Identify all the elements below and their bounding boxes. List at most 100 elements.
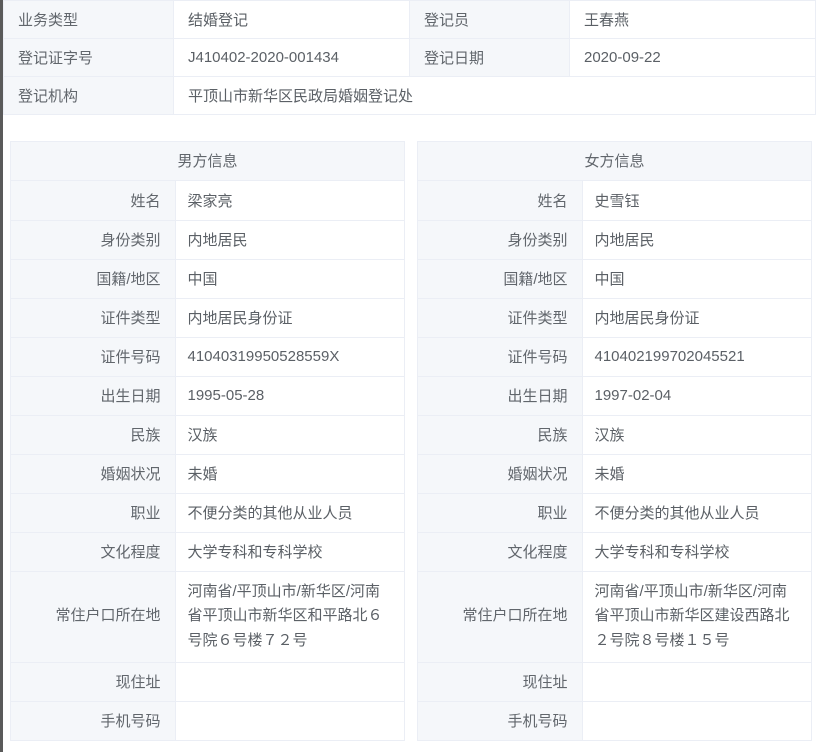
info-row-label: 手机号码 — [418, 700, 583, 741]
summary-value-registration-date: 2020-09-22 — [569, 38, 816, 77]
registration-summary-body: 业务类型 结婚登记 登记员 王春燕 登记证字号 J410402-2020-001… — [3, 0, 816, 115]
info-row: 现住址 — [11, 661, 404, 702]
info-row-value — [175, 700, 404, 741]
info-row: 证件号码 410402199702045521 — [418, 336, 811, 377]
male-info-table: 姓名 梁家亮 身份类别 内地居民 国籍/地区 中国 证件类型 内地居民身份证 证件号码 41040… — [11, 181, 404, 741]
info-row-label: 国籍/地区 — [11, 258, 176, 299]
info-row-value: 1995-05-28 — [175, 375, 404, 416]
info-row-value: 中国 — [582, 258, 811, 299]
info-row-value: 未婚 — [582, 453, 811, 494]
info-row-value: 中国 — [175, 258, 404, 299]
info-row-label: 常住户口所在地 — [11, 570, 176, 663]
info-row-value: 河南省/平顶山市/新华区/河南省平顶山市新华区建设西路北２号院８号楼１５号 — [582, 570, 811, 663]
registration-summary-table: 业务类型 结婚登记 登记员 王春燕 登记证字号 J410402-2020-001… — [3, 0, 816, 115]
info-row: 出生日期 1997-02-04 — [418, 375, 811, 416]
info-row-value: 410402199702045521 — [582, 336, 811, 377]
info-row-value: 1997-02-04 — [582, 375, 811, 416]
info-row-label: 证件号码 — [418, 336, 583, 377]
female-info-body: 姓名 史雪钰 身份类别 内地居民 国籍/地区 中国 证件类型 内地居民身份证 证件号码 41040… — [418, 181, 811, 741]
info-row-value: 不便分类的其他从业人员 — [582, 492, 811, 533]
info-row-label: 身份类别 — [418, 219, 583, 260]
info-row-value: 汉族 — [582, 414, 811, 455]
info-row: 婚姻状况 未婚 — [11, 453, 404, 494]
info-row-value: 内地居民身份证 — [175, 297, 404, 338]
info-row-value: 大学专科和专科学校 — [175, 531, 404, 572]
info-row-value: 内地居民 — [175, 219, 404, 260]
summary-value-agency: 平顶山市新华区民政局婚姻登记处 — [173, 76, 816, 115]
info-row: 手机号码 — [11, 700, 404, 741]
info-row: 文化程度 大学专科和专科学校 — [11, 531, 404, 572]
summary-row: 登记证字号 J410402-2020-001434 登记日期 2020-09-2… — [3, 38, 816, 77]
info-row: 国籍/地区 中国 — [11, 258, 404, 299]
summary-label-registration-date: 登记日期 — [409, 38, 570, 77]
summary-value-certificate-number: J410402-2020-001434 — [173, 38, 410, 77]
info-row: 现住址 — [418, 661, 811, 702]
male-info-body: 姓名 梁家亮 身份类别 内地居民 国籍/地区 中国 证件类型 内地居民身份证 证件号码 41040… — [11, 181, 404, 741]
female-party-panel: 女方信息 姓名 史雪钰 身份类别 内地居民 国籍/地区 中国 证件类型 内地居民身份证 证件号码… — [417, 141, 812, 741]
info-row-label: 证件类型 — [11, 297, 176, 338]
male-party-panel: 男方信息 姓名 梁家亮 身份类别 内地居民 国籍/地区 中国 证件类型 内地居民身份证 证件号码… — [10, 141, 405, 741]
summary-row: 登记机构 平顶山市新华区民政局婚姻登记处 — [3, 76, 816, 115]
info-row-label: 文化程度 — [11, 531, 176, 572]
info-row: 出生日期 1995-05-28 — [11, 375, 404, 416]
info-row: 文化程度 大学专科和专科学校 — [418, 531, 811, 572]
info-row-value — [582, 661, 811, 702]
info-row-label: 出生日期 — [418, 375, 583, 416]
info-row-value: 不便分类的其他从业人员 — [175, 492, 404, 533]
info-row-label: 职业 — [418, 492, 583, 533]
info-row-value: 大学专科和专科学校 — [582, 531, 811, 572]
info-row-label: 文化程度 — [418, 531, 583, 572]
info-row-label: 姓名 — [418, 181, 583, 221]
info-row-label: 民族 — [418, 414, 583, 455]
registration-summary-section: 业务类型 结婚登记 登记员 王春燕 登记证字号 J410402-2020-001… — [3, 0, 816, 115]
info-row-label: 婚姻状况 — [11, 453, 176, 494]
info-row-label: 婚姻状况 — [418, 453, 583, 494]
info-row: 姓名 梁家亮 — [11, 181, 404, 221]
info-row: 国籍/地区 中国 — [418, 258, 811, 299]
summary-label-agency: 登记机构 — [3, 76, 174, 115]
summary-label-certificate-number: 登记证字号 — [3, 38, 174, 77]
info-row-label: 证件类型 — [418, 297, 583, 338]
info-row-label: 姓名 — [11, 181, 176, 221]
info-row: 婚姻状况 未婚 — [418, 453, 811, 494]
info-row-value — [582, 700, 811, 741]
info-row: 证件类型 内地居民身份证 — [11, 297, 404, 338]
info-row-value: 史雪钰 — [582, 181, 811, 221]
info-row: 手机号码 — [418, 700, 811, 741]
info-row-label: 国籍/地区 — [418, 258, 583, 299]
info-row-value: 未婚 — [175, 453, 404, 494]
info-row: 身份类别 内地居民 — [11, 219, 404, 260]
summary-value-business-type: 结婚登记 — [173, 0, 410, 39]
page-edge-strip — [0, 0, 3, 752]
info-row: 常住户口所在地 河南省/平顶山市/新华区/河南省平顶山市新华区和平路北６号院６号楼… — [11, 570, 404, 663]
male-panel-title: 男方信息 — [11, 142, 404, 181]
info-row-value: 41040319950528559X — [175, 336, 404, 377]
summary-label-registrar: 登记员 — [409, 0, 570, 39]
info-row-label: 出生日期 — [11, 375, 176, 416]
info-row-label: 现住址 — [418, 661, 583, 702]
info-row: 证件类型 内地居民身份证 — [418, 297, 811, 338]
summary-label-business-type: 业务类型 — [3, 0, 174, 39]
info-row: 证件号码 41040319950528559X — [11, 336, 404, 377]
info-row-label: 身份类别 — [11, 219, 176, 260]
info-row-value: 内地居民 — [582, 219, 811, 260]
info-row-label: 证件号码 — [11, 336, 176, 377]
summary-value-registrar: 王春燕 — [569, 0, 816, 39]
info-row: 职业 不便分类的其他从业人员 — [418, 492, 811, 533]
female-panel-title: 女方信息 — [418, 142, 811, 181]
info-row: 民族 汉族 — [11, 414, 404, 455]
summary-row: 业务类型 结婚登记 登记员 王春燕 — [3, 0, 816, 39]
info-row-value: 内地居民身份证 — [582, 297, 811, 338]
info-row: 身份类别 内地居民 — [418, 219, 811, 260]
info-row: 姓名 史雪钰 — [418, 181, 811, 221]
info-row-label: 职业 — [11, 492, 176, 533]
info-row-label: 常住户口所在地 — [418, 570, 583, 663]
info-row: 常住户口所在地 河南省/平顶山市/新华区/河南省平顶山市新华区建设西路北２号院８号… — [418, 570, 811, 663]
info-row-value — [175, 661, 404, 702]
party-panels: 男方信息 姓名 梁家亮 身份类别 内地居民 国籍/地区 中国 证件类型 内地居民身份证 证件号码… — [10, 141, 812, 741]
info-row-label: 民族 — [11, 414, 176, 455]
info-row-value: 汉族 — [175, 414, 404, 455]
info-row-label: 现住址 — [11, 661, 176, 702]
info-row: 职业 不便分类的其他从业人员 — [11, 492, 404, 533]
